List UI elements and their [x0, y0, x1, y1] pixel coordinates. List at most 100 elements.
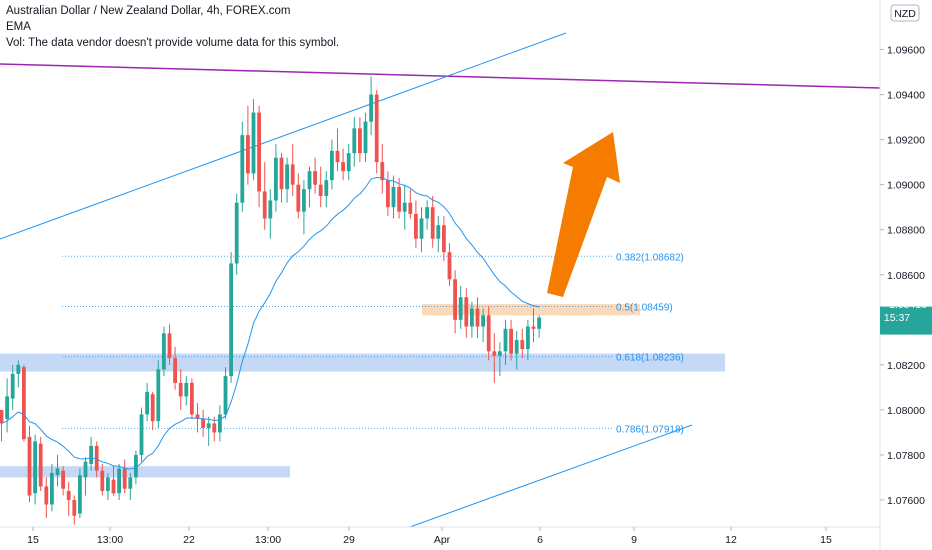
indicator-label[interactable]: EMA [6, 21, 31, 33]
candle[interactable] [341, 148, 345, 181]
candle[interactable] [66, 481, 71, 516]
candle[interactable] [44, 477, 49, 518]
candle[interactable] [324, 171, 329, 208]
candle[interactable] [0, 409, 4, 442]
candle[interactable] [442, 216, 446, 262]
candle[interactable] [184, 376, 189, 406]
candle[interactable] [436, 216, 441, 253]
candle[interactable] [369, 76, 373, 136]
candle[interactable] [330, 139, 334, 190]
bullish-arrow[interactable] [547, 132, 620, 297]
candle[interactable] [262, 162, 267, 230]
candle[interactable] [318, 166, 323, 208]
candle[interactable] [447, 243, 452, 287]
support-zone-lower[interactable] [0, 466, 290, 478]
candle[interactable] [531, 308, 536, 343]
candle[interactable] [268, 189, 273, 239]
candle[interactable] [380, 144, 385, 194]
candle[interactable] [430, 195, 435, 248]
candle[interactable] [313, 157, 317, 194]
candle[interactable] [397, 177, 401, 219]
candle[interactable] [290, 144, 295, 196]
candle[interactable] [33, 434, 37, 505]
candle[interactable] [5, 378, 9, 433]
candle[interactable] [503, 319, 508, 365]
candle[interactable] [520, 328, 525, 359]
candle[interactable] [156, 360, 161, 428]
candle[interactable] [453, 270, 457, 334]
candle[interactable] [190, 378, 194, 419]
candle[interactable] [206, 416, 211, 446]
candle[interactable] [402, 184, 407, 230]
candle[interactable] [279, 153, 284, 203]
candle[interactable] [27, 425, 32, 503]
candle[interactable] [173, 346, 177, 390]
candle[interactable] [106, 472, 110, 500]
candle[interactable] [514, 331, 519, 370]
candle[interactable] [246, 105, 250, 185]
candle[interactable] [509, 319, 513, 361]
candle[interactable] [117, 463, 121, 500]
candle[interactable] [128, 472, 133, 500]
candle[interactable] [346, 144, 351, 181]
candle[interactable] [285, 157, 289, 203]
candle[interactable] [10, 364, 15, 410]
candle[interactable] [302, 180, 306, 235]
ema-line[interactable] [1, 176, 540, 470]
candle[interactable] [296, 173, 301, 219]
candle[interactable] [419, 207, 424, 253]
candle[interactable] [486, 306, 491, 361]
candle[interactable] [414, 200, 418, 248]
candle[interactable] [391, 175, 396, 219]
candle[interactable] [458, 286, 463, 329]
candle[interactable] [425, 200, 429, 230]
candle[interactable] [223, 367, 228, 419]
candle[interactable] [274, 144, 278, 212]
candle[interactable] [470, 301, 474, 338]
candle[interactable] [22, 364, 26, 442]
candle[interactable] [178, 369, 183, 410]
candle[interactable] [111, 466, 116, 496]
candle[interactable] [307, 166, 312, 208]
candle[interactable] [498, 342, 502, 377]
fib-zone[interactable] [422, 304, 640, 316]
candle[interactable] [38, 436, 43, 491]
candle[interactable] [352, 117, 357, 167]
candle[interactable] [83, 457, 88, 496]
candle[interactable] [475, 297, 480, 338]
candle[interactable] [61, 466, 65, 496]
candle[interactable] [78, 468, 82, 518]
candle[interactable] [374, 90, 379, 174]
candle[interactable] [201, 409, 205, 437]
candle[interactable] [481, 308, 485, 343]
candle[interactable] [50, 463, 54, 512]
candle[interactable] [526, 319, 530, 361]
candle[interactable] [464, 288, 469, 338]
candle[interactable] [492, 333, 497, 383]
candle[interactable] [145, 382, 149, 422]
candle[interactable] [100, 463, 105, 496]
candle[interactable] [122, 459, 127, 494]
candle[interactable] [89, 436, 93, 471]
candle[interactable] [386, 171, 390, 217]
candle[interactable] [16, 360, 21, 388]
support-zone-upper[interactable] [0, 353, 725, 372]
candle[interactable] [167, 324, 172, 365]
candle[interactable] [162, 326, 166, 377]
candle[interactable] [55, 454, 60, 487]
candle[interactable] [257, 105, 261, 208]
time-axis[interactable]: 15 13:00 22 13:00 29 Apr 6 9 12 15 [27, 527, 832, 546]
candle[interactable] [251, 99, 256, 181]
candle[interactable] [234, 193, 239, 275]
candle[interactable] [139, 407, 144, 462]
candle[interactable] [363, 112, 368, 163]
price-axis[interactable]: 1.076001.078001.080001.082001.084001.086… [880, 45, 925, 507]
candle[interactable] [408, 189, 413, 219]
candle[interactable] [358, 117, 362, 163]
resistance-line[interactable] [0, 63, 880, 89]
candle[interactable] [72, 495, 77, 525]
candle[interactable] [150, 391, 155, 431]
currency-badge[interactable]: NZD [890, 4, 920, 22]
